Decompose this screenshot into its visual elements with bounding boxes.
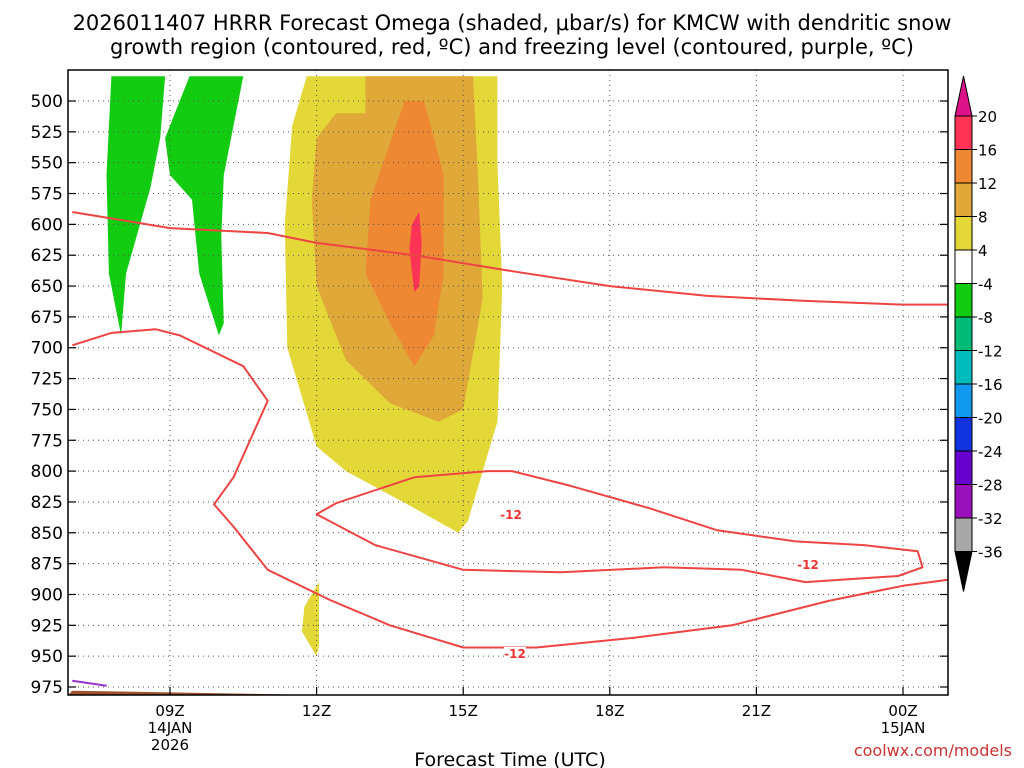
y-tick-label: 625 (31, 246, 63, 266)
contour-labels: -12 -12 -12 (500, 508, 819, 661)
colorbar-segment (954, 283, 973, 318)
colorbar-segment (954, 350, 973, 385)
y-tick-label: 525 (31, 123, 63, 143)
dendritic-growth-contours (71, 211, 949, 649)
x-tick-label: 18Z (595, 702, 624, 720)
colorbar-segment (954, 517, 973, 552)
colorbar-label: -20 (978, 410, 1003, 428)
colorbar-segment (954, 115, 973, 150)
x-tick-label: 15JAN (881, 719, 926, 737)
colorbar-label: -24 (978, 443, 1003, 461)
y-tick-label: 600 (31, 215, 63, 235)
colorbar-label: 16 (978, 142, 997, 160)
omega-region-omega-yellow-small (301, 582, 319, 657)
y-tick-label: 775 (31, 431, 63, 451)
x-tick-label: 00Z (888, 702, 917, 720)
y-tick-label: 975 (31, 678, 63, 698)
y-tick-label: 850 (31, 524, 63, 544)
y-tick-label: 575 (31, 185, 63, 205)
omega-region-omega-red (409, 212, 422, 293)
y-tick-label: 875 (31, 555, 63, 575)
colorbar-segment (954, 149, 973, 184)
colorbar-label: -28 (978, 477, 1003, 495)
dgz-upper-contour (72, 211, 948, 306)
y-tick-label: 675 (31, 308, 63, 328)
colorbar-label: -4 (978, 276, 993, 294)
x-tick-label: 14JAN (148, 719, 193, 737)
dgz-contour-label: -12 (797, 558, 819, 572)
colorbar-label: -36 (978, 544, 1003, 562)
y-tick-label: 800 (31, 462, 63, 482)
y-tick-label: 725 (31, 370, 63, 390)
colorbar-top-arrow (954, 75, 973, 117)
credit-text: coolwx.com/models (854, 741, 1012, 760)
dgz-contour-label: -12 (504, 647, 526, 661)
dgz-lower-loop-contour (71, 328, 949, 649)
y-tick-label: 550 (31, 154, 63, 174)
contour-label-background (504, 647, 526, 661)
omega-region-ascent-green-right (165, 76, 244, 336)
colorbar-label: 8 (978, 209, 988, 227)
x-tick-label: 2026 (151, 736, 189, 754)
plot-frame (67, 69, 949, 696)
colorbar-segment (954, 383, 973, 418)
y-tick-label: 900 (31, 585, 63, 605)
colorbar-label: -8 (978, 309, 993, 327)
omega-region-ascent-green-left (106, 76, 166, 336)
y-tick-label: 750 (31, 400, 63, 420)
chart-title-line-1: 2026011407 HRRR Forecast Omega (shaded, … (73, 11, 952, 35)
y-tick-label: 825 (31, 493, 63, 513)
x-tick-label: 12Z (302, 702, 331, 720)
omega-shaded-regions (106, 76, 503, 657)
colorbar-label: 12 (978, 175, 997, 193)
colorbar-label: -32 (978, 510, 1003, 528)
contour-label-background (797, 558, 819, 572)
chart-title-line-2: growth region (contoured, red, ºC) and f… (110, 35, 914, 59)
x-tick-label: 21Z (742, 702, 771, 720)
colorbar-bottom-arrow (954, 551, 973, 592)
colorbar-label: 4 (978, 242, 988, 260)
colorbar-segment (954, 316, 973, 351)
dgz-closed-loop-contour (315, 470, 924, 584)
x-axis-label: Forecast Time (UTC) (414, 749, 605, 768)
colorbar-segment (954, 450, 973, 485)
x-tick-label: 15Z (449, 702, 478, 720)
colorbar-label: -12 (978, 343, 1003, 361)
freezing-level-contours (72, 679, 107, 687)
omega-region-omega-orange (365, 101, 444, 367)
contour-label-background (500, 508, 522, 522)
freezing-level-line (72, 679, 107, 687)
colorbar-label: 20 (978, 108, 997, 126)
dgz-contour-label: -12 (500, 508, 522, 522)
colorbar: 20 16 12 8 4 -4 -8 -12 -16 -20 -24 -28 -32 -36 (954, 75, 1003, 592)
y-axis-ticks: 500 525 550 575 600 625 650 675 700 725 750 775 800 8… (31, 92, 948, 698)
y-tick-label: 650 (31, 277, 63, 297)
colorbar-segment (954, 484, 973, 519)
colorbar-label: -16 (978, 376, 1003, 394)
colorbar-segment (954, 182, 973, 217)
colorbar-segment (954, 216, 973, 251)
y-tick-label: 500 (31, 92, 63, 112)
y-tick-label: 700 (31, 339, 63, 359)
y-tick-label: 925 (31, 616, 63, 636)
colorbar-segment (954, 249, 973, 284)
colorbar-segment (954, 417, 973, 452)
x-tick-label: 09Z (155, 702, 184, 720)
y-tick-label: 950 (31, 647, 63, 667)
